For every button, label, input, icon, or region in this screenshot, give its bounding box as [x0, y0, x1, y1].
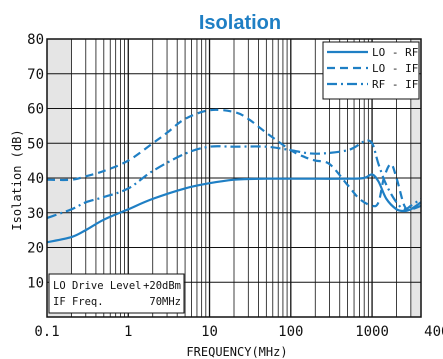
y-axis-label: Isolation (dB) — [10, 129, 24, 230]
note-if-label: IF Freq. — [53, 296, 104, 308]
x-tick-label: 0.1 — [34, 324, 59, 340]
legend-label-2: RF - IF — [372, 78, 418, 91]
series-layer — [46, 108, 422, 244]
chart-title: Isolation — [199, 12, 281, 34]
series-line-0 — [46, 173, 422, 244]
y-tick-labels: 80 70 60 50 40 30 20 10 — [27, 32, 44, 291]
y-tick-label: 60 — [27, 102, 44, 118]
x-tick-label: 100 — [278, 324, 303, 340]
x-tick-label: 1000 — [355, 324, 389, 340]
y-tick-label: 50 — [27, 136, 44, 152]
x-tick-label: 1 — [124, 324, 132, 340]
y-tick-label: 10 — [27, 275, 44, 291]
x-tick-label: 10 — [201, 324, 218, 340]
plot-frame — [46, 38, 422, 318]
drive-level-note: LO Drive Level +20dBm IF Freq. 70MHz — [48, 273, 185, 314]
note-drive-value: +20dBm — [143, 280, 181, 292]
x-tick-label: 4000 — [424, 324, 443, 340]
y-tick-label: 20 — [27, 241, 44, 257]
note-drive-label: LO Drive Level — [53, 280, 142, 292]
legend-label-1: LO - IF — [372, 62, 418, 75]
x-axis-label: FREQUENCY(MHz) — [186, 345, 287, 359]
y-tick-label: 70 — [27, 67, 44, 83]
x-tick-labels: 0.1 1 10 100 1000 4000 — [34, 324, 443, 340]
legend: LO - RF LO - IF RF - IF — [322, 41, 420, 100]
note-box — [48, 273, 185, 314]
note-if-value: 70MHz — [149, 296, 181, 308]
y-tick-label: 40 — [27, 171, 44, 187]
legend-label-0: LO - RF — [372, 46, 418, 59]
series-line-2 — [46, 139, 422, 220]
y-tick-label: 30 — [27, 206, 44, 222]
y-tick-label: 80 — [27, 32, 44, 48]
